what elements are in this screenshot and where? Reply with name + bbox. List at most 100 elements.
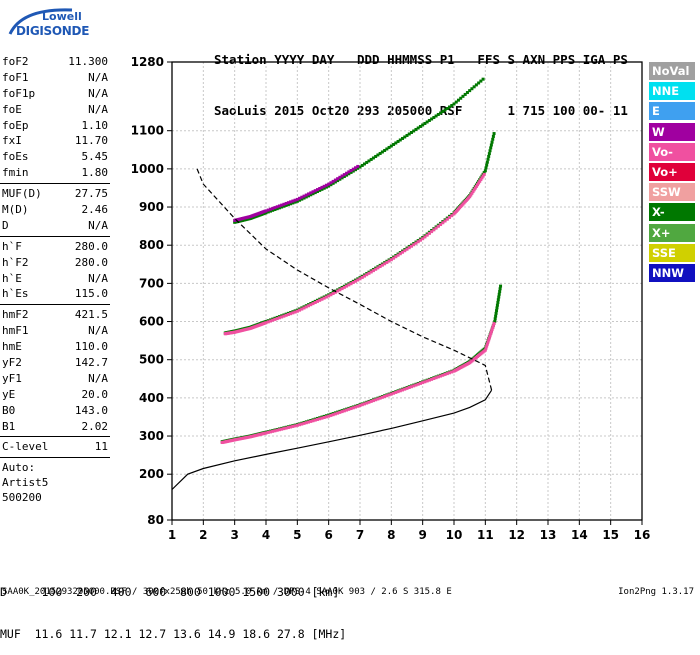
y-tick-label: 1280 [131, 55, 164, 69]
echo-point [474, 184, 478, 188]
echo-point [340, 410, 344, 414]
echo-point [403, 387, 407, 391]
echo-point [434, 376, 438, 380]
echo-point [289, 312, 293, 316]
param-value: 2.02 [81, 419, 109, 433]
echo-point [448, 371, 452, 375]
param-value: 142.7 [74, 356, 108, 370]
echo-point [365, 273, 369, 277]
echo-point [407, 132, 411, 136]
echo-point [349, 407, 353, 411]
echo-point [277, 428, 281, 432]
echo-point [496, 300, 500, 304]
echo-point [331, 179, 335, 183]
echo-point [360, 275, 364, 279]
echo-point [443, 372, 447, 376]
echo-point [345, 171, 349, 175]
echo-point [307, 420, 311, 424]
echo-point [394, 255, 398, 259]
echo-point [340, 174, 344, 178]
echo-point [358, 404, 362, 407]
param-row: hmF1 N/A [0, 323, 110, 339]
echo-point [356, 164, 360, 168]
x-tick-label: 10 [446, 528, 463, 542]
echo-point [282, 314, 286, 318]
y-tick-label: 600 [139, 315, 164, 329]
legend-item: X- [649, 203, 695, 222]
echo-point [338, 410, 342, 414]
echo-point [266, 210, 270, 214]
echo-point [443, 219, 447, 223]
echo-point [371, 269, 375, 273]
param-label: foF1p [2, 86, 36, 100]
echo-point [485, 160, 489, 164]
y-tick-label: 500 [139, 353, 164, 367]
echo-point [434, 114, 438, 118]
echo-point [491, 134, 495, 138]
param-row: foE N/A [0, 102, 110, 118]
param-label: h`E [2, 271, 22, 285]
echo-point [291, 199, 295, 203]
polarization-legend: NoVal NNE E W Vo- Vo+ SSW X- X+ SSE NNW [649, 62, 695, 284]
echo-point [405, 133, 409, 137]
echo-point [360, 163, 364, 167]
x-tick-label: 14 [571, 528, 588, 542]
echo-point [378, 265, 382, 269]
echo-point [412, 384, 416, 388]
x-tick-label: 2 [199, 528, 207, 542]
param-label: foEs [2, 150, 29, 164]
echo-point [345, 173, 349, 177]
param-row: hmE 110.0 [0, 339, 110, 355]
echo-point [385, 260, 389, 264]
echo-point [461, 94, 465, 98]
echo-point [434, 226, 438, 230]
software-version: Ion2Png 1.3.17 [618, 587, 694, 597]
echo-point [468, 89, 472, 93]
echo-point [401, 250, 405, 254]
echo-point [311, 302, 315, 306]
x-tick-label: 5 [293, 528, 301, 542]
file-info-footer: SAA0K_2015293205000.RSF / 300fx256h 50 k… [2, 587, 452, 597]
echo-point [394, 141, 398, 145]
param-value: N/A [88, 271, 108, 285]
echo-point [385, 147, 389, 151]
echo-point [320, 297, 324, 301]
echo-point [480, 176, 484, 180]
echo-point [486, 157, 490, 161]
legend-item: Vo- [649, 142, 695, 161]
echo-point [286, 203, 290, 207]
echo-point [320, 416, 324, 420]
echo-point [487, 338, 491, 342]
echo-point [389, 258, 393, 262]
echo-point [486, 340, 490, 344]
echo-point [369, 157, 373, 161]
param-separator [0, 457, 110, 459]
y-tick-label: 900 [139, 200, 164, 214]
muf-row: MUF 11.6 11.7 12.1 12.7 13.6 14.9 18.6 2… [0, 627, 347, 641]
echo-point [291, 311, 295, 315]
echo-point [436, 375, 440, 379]
echo-point [383, 262, 387, 266]
echo-point [329, 293, 333, 297]
param-value: 11.70 [74, 134, 108, 148]
echo-point [331, 292, 335, 296]
echo-point [414, 383, 418, 387]
echo-point [478, 179, 482, 183]
param-row: hmF2 421.5 [0, 307, 110, 323]
echo-point [392, 391, 396, 395]
echo-point [423, 121, 427, 125]
param-label: foF2 [2, 55, 29, 68]
echo-point [412, 243, 416, 247]
param-label: foEp [2, 118, 29, 132]
echo-point [315, 189, 319, 193]
echo-point [300, 197, 304, 201]
echo-point [286, 312, 290, 316]
echo-point [264, 321, 268, 325]
echo-point [362, 274, 366, 278]
param-separator [0, 436, 110, 438]
param-label: yF1 [2, 371, 22, 385]
echo-point [450, 370, 454, 374]
param-row: foEs 5.45 [0, 149, 110, 165]
legend-item: NNE [649, 82, 695, 101]
echo-point [302, 306, 306, 310]
